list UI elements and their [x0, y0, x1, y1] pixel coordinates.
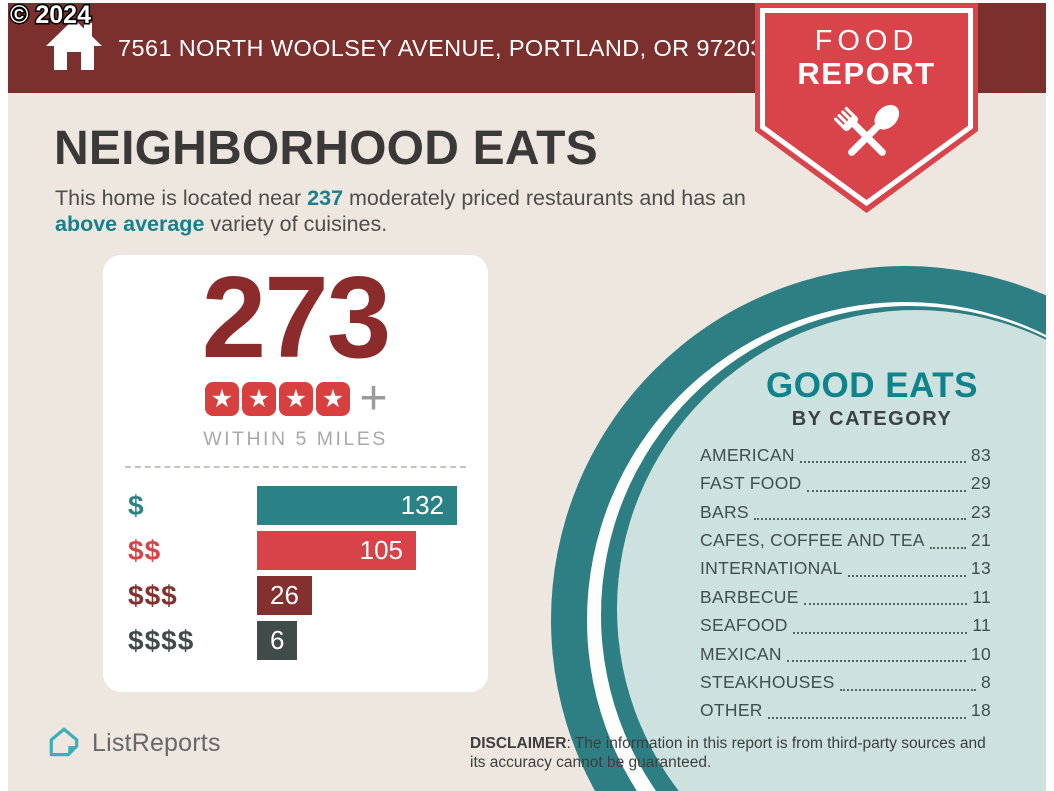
leader-dots	[929, 546, 966, 549]
disclaimer-label: DISCLAIMER	[470, 735, 567, 752]
category-count: 8	[980, 672, 991, 693]
category-count: 18	[970, 700, 991, 721]
leader-dots	[799, 461, 966, 464]
category-count: 10	[970, 643, 991, 664]
rating-stars: ★ ★ ★ ★ +	[103, 372, 488, 425]
category-name: FAST FOOD	[700, 473, 802, 494]
category-row: MEXICAN 10	[700, 640, 991, 668]
house-icon	[46, 19, 102, 70]
category-row: FAST FOOD 29	[700, 469, 991, 497]
price-bar-value: 105	[359, 535, 403, 565]
category-count: 23	[970, 501, 991, 522]
category-count: 29	[970, 473, 991, 494]
intro-subtitle: This home is located near 237 moderately…	[55, 185, 755, 237]
leader-dots	[806, 489, 966, 492]
star-icon: ★	[315, 382, 350, 416]
good-eats-header: GOOD EATS BY CATEGORY	[722, 366, 1022, 431]
radius-label: WITHIN 5 MILES	[203, 428, 388, 450]
price-bars: $ 132 $$ 105 $$$ 26 $$$$ 6	[128, 486, 468, 666]
restaurant-count-highlight: 237	[307, 186, 344, 210]
price-bar-track: 132	[257, 486, 457, 525]
price-bar-row: $$$$ 6	[128, 621, 468, 660]
subtitle-text-3: variety of cuisines.	[204, 212, 388, 237]
leader-dots	[786, 660, 966, 663]
category-name: BARBECUE	[700, 586, 799, 607]
star-icon: ★	[204, 382, 239, 416]
leader-dots	[839, 688, 976, 691]
category-row: BARBECUE 11	[700, 583, 991, 611]
crossed-spoon-fork-icon	[833, 104, 899, 156]
price-bar-track: 105	[257, 531, 457, 570]
leader-dots	[792, 631, 968, 634]
category-name: BARS	[700, 501, 749, 522]
category-name: MEXICAN	[700, 643, 782, 664]
property-address: 7561 NORTH WOOLSEY AVENUE, PORTLAND, OR …	[118, 34, 764, 61]
food-report-badge: FOOD REPORT	[755, 3, 978, 214]
category-count: 13	[970, 558, 991, 579]
disclaimer: DISCLAIMER: The information in this repo…	[470, 734, 1000, 773]
price-bar-label: $$$$	[128, 624, 195, 656]
price-bar: 105	[257, 531, 416, 570]
category-count: 11	[972, 586, 991, 607]
badge-title-line2: REPORT	[797, 56, 936, 91]
category-list: AMERICAN 83 FAST FOOD 29 BARS 23 CAFES, …	[700, 441, 991, 725]
leader-dots	[847, 574, 966, 577]
disclaimer-text: : The information in this report is from…	[470, 735, 986, 772]
category-name: INTERNATIONAL	[700, 558, 843, 579]
category-row: OTHER 18	[700, 697, 991, 725]
page-title: NEIGHBORHOOD EATS	[54, 122, 598, 175]
leader-dots	[753, 518, 966, 521]
price-bar-label: $	[128, 489, 145, 521]
price-bar: 6	[257, 621, 298, 660]
price-bar: 26	[257, 576, 312, 615]
copyright-watermark: © 2024	[9, 0, 93, 31]
category-name: AMERICAN	[700, 444, 795, 465]
badge-title-line1: FOOD	[814, 25, 919, 57]
category-row: CAFES, COFFEE AND TEA 21	[700, 526, 991, 554]
listreports-icon	[49, 727, 79, 757]
ribbon-shape	[755, 3, 978, 213]
category-row: INTERNATIONAL 13	[700, 555, 991, 583]
category-row: SEAFOOD 11	[700, 611, 991, 639]
price-bar-track: 6	[257, 621, 457, 660]
price-bar-value: 132	[400, 490, 444, 520]
price-bar-row: $$ 105	[128, 531, 468, 570]
category-name: STEAKHOUSES	[700, 672, 835, 693]
price-bar: 132	[257, 486, 457, 525]
category-count: 11	[972, 615, 991, 636]
subtitle-text-1: This home is located near	[55, 186, 308, 210]
subtitle-text-2: moderately priced restaurants and has an	[343, 186, 746, 210]
price-bar-track: 26	[257, 576, 457, 615]
category-row: STEAKHOUSES 8	[700, 668, 991, 696]
restaurant-count: 273	[201, 252, 392, 382]
category-count: 83	[970, 444, 991, 465]
star-icon: ★	[241, 382, 276, 416]
leader-dots	[767, 716, 966, 719]
category-row: AMERICAN 83	[700, 441, 991, 469]
plus-icon: +	[359, 372, 388, 425]
dashed-divider	[125, 466, 466, 468]
report-canvas: 7561 NORTH WOOLSEY AVENUE, PORTLAND, OR …	[8, 3, 1046, 791]
price-bar-label: $$$	[128, 579, 178, 611]
category-name: CAFES, COFFEE AND TEA	[700, 530, 925, 551]
price-bar-value: 6	[270, 625, 285, 655]
category-count: 21	[970, 530, 991, 551]
leader-dots	[803, 603, 968, 606]
price-bar-row: $ 132	[128, 486, 468, 525]
category-name: SEAFOOD	[700, 615, 788, 636]
price-bar-label: $$	[128, 534, 162, 566]
star-icon: ★	[278, 382, 313, 416]
variety-highlight: above average	[55, 212, 205, 237]
price-bar-row: $$$ 26	[128, 576, 468, 615]
stats-card: 273 ★ ★ ★ ★ + WITHIN 5 MILES $ 132 $$ 105 $$…	[103, 255, 488, 692]
price-bar-value: 26	[270, 580, 299, 610]
good-eats-title: GOOD EATS	[766, 366, 978, 405]
listreports-wordmark: ListReports	[92, 728, 221, 757]
good-eats-subtitle: BY CATEGORY	[791, 408, 953, 430]
category-name: OTHER	[700, 700, 763, 721]
listreports-logo: ListReports	[46, 725, 221, 761]
category-row: BARS 23	[700, 498, 991, 526]
